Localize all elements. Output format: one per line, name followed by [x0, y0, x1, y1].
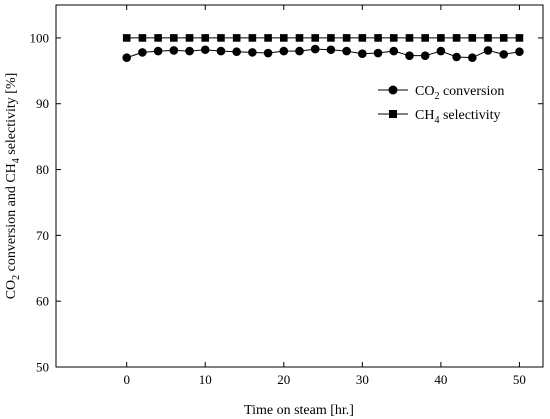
- axis-ticks: 0 10 20 30 40 50 50 60 70 80 90 100: [30, 5, 543, 387]
- series-layer: [122, 34, 524, 62]
- data-point-co2: [515, 47, 524, 57]
- data-point-co2: [436, 46, 446, 56]
- y-tick-label: 100: [30, 30, 50, 45]
- data-point-ch4: [374, 34, 382, 42]
- data-point-co2: [200, 45, 210, 55]
- data-point-ch4: [437, 34, 445, 42]
- data-point-ch4: [468, 34, 477, 42]
- data-point-ch4: [295, 34, 304, 42]
- data-point-ch4: [185, 34, 194, 42]
- data-point-ch4: [405, 34, 414, 42]
- data-point-ch4: [217, 34, 225, 42]
- data-point-co2: [483, 46, 493, 55]
- data-point-co2: [138, 48, 147, 57]
- data-point-ch4: [170, 34, 178, 42]
- data-point-co2: [405, 51, 414, 60]
- legend-label-co2: CO2 conversion: [415, 84, 504, 102]
- x-tick-label: 0: [123, 372, 130, 387]
- data-point-ch4: [421, 34, 429, 42]
- data-point-ch4: [327, 34, 335, 42]
- data-point-ch4: [515, 34, 524, 42]
- legend-marker-co2: [388, 85, 398, 95]
- data-point-ch4: [201, 34, 210, 42]
- data-point-ch4: [154, 34, 162, 42]
- data-point-co2: [216, 46, 226, 56]
- data-point-ch4: [358, 34, 367, 42]
- y-tick-label: 70: [36, 228, 49, 243]
- y-tick-label: 90: [36, 96, 49, 111]
- y-axis-title: CO2 conversion and CH4 selectivity [%]: [4, 73, 22, 300]
- data-point-co2: [499, 50, 509, 59]
- data-point-ch4: [138, 34, 147, 42]
- plot-frame: [55, 4, 544, 368]
- legend: CO2 conversion CH4 selectivity: [378, 84, 504, 126]
- data-point-co2: [358, 49, 367, 59]
- data-point-co2: [279, 46, 289, 56]
- data-point-co2: [468, 53, 477, 62]
- data-point-ch4: [264, 34, 272, 42]
- data-point-ch4: [499, 34, 508, 42]
- x-tick-label: 10: [199, 372, 212, 387]
- data-point-co2: [122, 53, 131, 62]
- x-tick-label: 50: [513, 372, 526, 387]
- data-point-co2: [153, 46, 163, 56]
- data-point-co2: [169, 46, 179, 55]
- x-axis-title: Time on steam [hr.]: [244, 403, 354, 418]
- x-tick-label: 20: [277, 372, 290, 387]
- data-point-co2: [185, 46, 194, 56]
- data-point-co2: [295, 46, 304, 56]
- data-point-co2: [232, 47, 241, 57]
- data-point-ch4: [122, 34, 131, 42]
- legend-marker-ch4: [389, 110, 397, 118]
- y-tick-label: 80: [36, 162, 49, 177]
- legend-label-ch4: CH4 selectivity: [415, 108, 501, 126]
- data-point-co2: [373, 48, 383, 58]
- data-point-ch4: [342, 34, 351, 42]
- data-point-co2: [389, 46, 399, 56]
- y-tick-label: 50: [36, 360, 49, 375]
- data-point-co2: [420, 51, 430, 60]
- x-tick-label: 40: [434, 372, 447, 387]
- data-point-co2: [263, 48, 273, 58]
- x-tick-label: 30: [356, 372, 369, 387]
- data-point-ch4: [311, 34, 320, 42]
- data-point-ch4: [452, 34, 461, 42]
- data-point-co2: [310, 44, 320, 54]
- data-point-co2: [326, 45, 336, 55]
- data-point-ch4: [389, 34, 398, 42]
- data-point-co2: [342, 46, 351, 56]
- data-point-ch4: [232, 34, 241, 42]
- data-point-ch4: [248, 34, 257, 42]
- data-point-ch4: [279, 34, 288, 42]
- data-point-ch4: [484, 34, 492, 42]
- y-tick-label: 60: [36, 294, 49, 309]
- data-point-co2: [452, 52, 461, 62]
- data-point-co2: [248, 48, 257, 57]
